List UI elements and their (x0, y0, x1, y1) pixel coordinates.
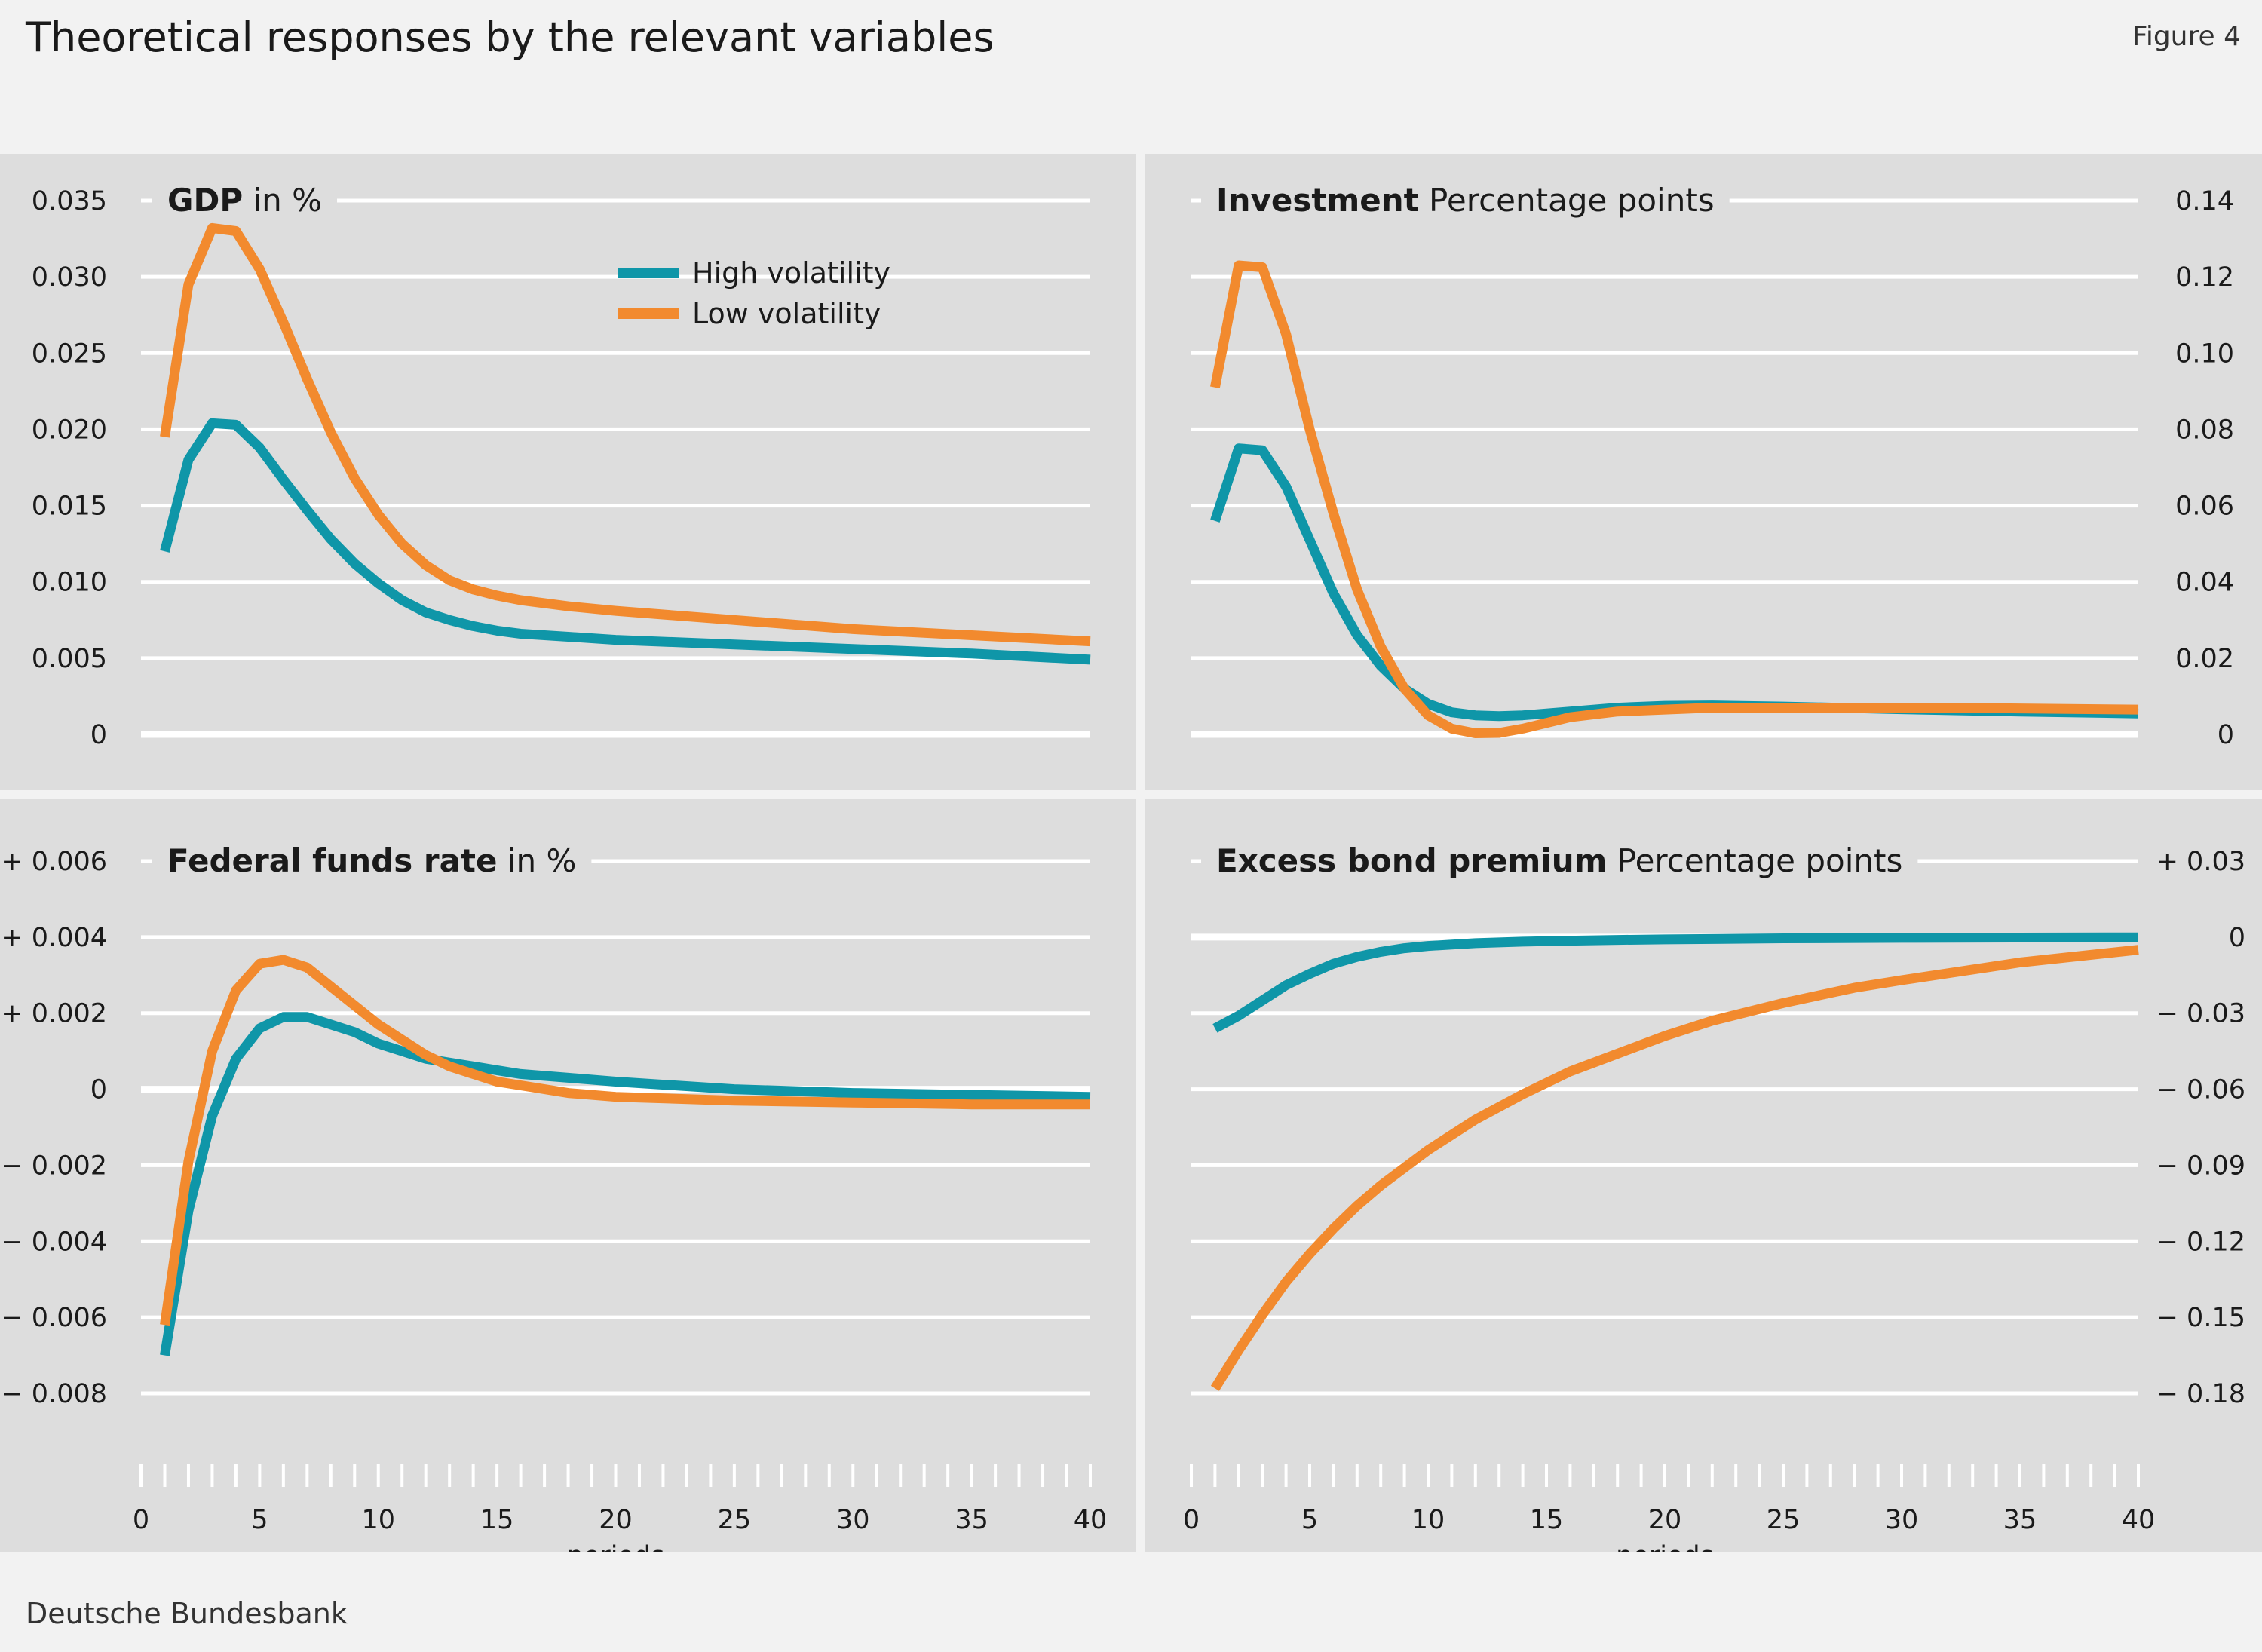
chart-title-name: GDP (167, 182, 243, 219)
x-tick-label: 10 (1411, 1505, 1445, 1535)
chart-title-name: Excess bond premium (1216, 842, 1607, 879)
x-tick-label: 30 (1885, 1505, 1919, 1535)
series-line-low-volatility (160, 955, 1090, 1326)
y-tick-label: − 0.15 (2156, 1303, 2245, 1333)
y-tick-label: 0.030 (32, 262, 107, 293)
figure-label: Figure 4 (2132, 21, 2241, 52)
y-tick-label: 0.035 (32, 186, 107, 216)
excess-bond-premium-chart: − 0.18 − 0.15 − 0.12 − 0.09 − 0.06 − 0.03 0 + 0… (1183, 841, 2245, 1552)
chart-title: Investment Percentage points (1216, 182, 1715, 219)
title-mask (1201, 841, 1918, 884)
y-tick-label: − 0.008 (1, 1379, 107, 1409)
y-tick-label: 0.06 (2175, 492, 2234, 522)
gdp-chart-panel: 0 0.005 0.010 0.015 0.020 0.025 0.030 0.035 GDP … (0, 154, 1136, 790)
x-tick-label: 35 (955, 1505, 988, 1535)
y-tick-label: − 0.18 (2156, 1379, 2245, 1409)
y-tick-label: − 0.002 (1, 1151, 107, 1181)
y-tick-label: − 0.09 (2156, 1151, 2245, 1181)
chart-title-unit: Percentage points (1607, 842, 1902, 879)
federal-funds-rate-chart: − 0.008 − 0.006 − 0.004 − 0.002 0 + 0.002 + 0.… (1, 841, 1108, 1552)
y-tick-label: 0.12 (2175, 262, 2234, 293)
y-tick-label: 0.025 (32, 339, 107, 369)
x-tick-label: 20 (599, 1505, 633, 1535)
y-tick-label: 0.010 (32, 568, 107, 598)
gdp-chart: 0 0.005 0.010 0.015 0.020 0.025 0.030 0.035 GDP … (32, 181, 1091, 750)
y-tick-label: 0 (2218, 720, 2234, 750)
x-tick-label: 35 (2003, 1505, 2037, 1535)
x-tick-label: 15 (1530, 1505, 1564, 1535)
x-tick-label: 10 (361, 1505, 395, 1535)
x-axis-label: periods (567, 1541, 665, 1552)
x-tick-label: 5 (251, 1505, 268, 1535)
chart-title: GDP in % (167, 182, 322, 219)
y-tick-label: + 0.002 (1, 999, 107, 1029)
legend-label: Low volatility (692, 297, 881, 330)
legend-label: High volatility (692, 256, 890, 290)
x-tick-label: 20 (1648, 1505, 1682, 1535)
series-line-high-volatility (160, 418, 1091, 665)
x-tick-label: 25 (1767, 1505, 1801, 1535)
y-tick-label: − 0.06 (2156, 1075, 2245, 1105)
series-line-low-volatility (1210, 260, 2139, 738)
y-tick-label: − 0.004 (1, 1227, 107, 1257)
y-tick-label: 0.02 (2175, 644, 2234, 674)
y-tick-label: 0.04 (2175, 568, 2234, 598)
x-tick-label: 0 (1183, 1505, 1200, 1535)
y-tick-label: + 0.03 (2156, 847, 2245, 877)
x-tick-label: 15 (480, 1505, 514, 1535)
x-tick-label: 30 (836, 1505, 870, 1535)
chart-title-unit: Percentage points (1419, 182, 1715, 219)
chart-title-name: Investment (1216, 182, 1419, 219)
x-tick-label: 40 (2122, 1505, 2156, 1535)
chart-title: Excess bond premium Percentage points (1216, 842, 1902, 879)
chart-title-unit: in % (243, 182, 322, 219)
y-tick-label: − 0.03 (2156, 999, 2245, 1029)
series-line-high-volatility (1212, 932, 2139, 1033)
investment-chart-panel: 0 0.02 0.04 0.06 0.08 0.10 0.12 0.14 Investment … (1145, 154, 2262, 790)
chart-title: Federal funds rate in % (167, 842, 576, 879)
excess-bond-premium-chart-panel: − 0.18 − 0.15 − 0.12 − 0.09 − 0.06 − 0.03 0 + 0… (1145, 799, 2262, 1552)
series-line-high-volatility (160, 1012, 1091, 1356)
investment-chart: 0 0.02 0.04 0.06 0.08 0.10 0.12 0.14 Investment … (1191, 181, 2234, 750)
y-tick-label: + 0.004 (1, 923, 107, 953)
y-tick-label: + 0.006 (1, 847, 107, 877)
y-tick-label: 0 (90, 1075, 107, 1105)
x-tick-label: 0 (133, 1505, 149, 1535)
y-tick-label: 0.10 (2175, 339, 2234, 369)
y-tick-label: 0.015 (32, 492, 107, 522)
x-tick-label: 25 (718, 1505, 752, 1535)
y-tick-label: 0.08 (2175, 415, 2234, 445)
source-note: Deutsche Bundesbank (26, 1597, 348, 1630)
title-mask (1201, 181, 1730, 223)
y-tick-label: 0.14 (2175, 186, 2234, 216)
x-axis-label: periods (1616, 1541, 1714, 1552)
series-line-low-volatility (160, 222, 1091, 647)
chart-title-unit: in % (497, 842, 576, 879)
y-tick-label: 0.020 (32, 415, 107, 445)
y-tick-label: 0 (2229, 923, 2245, 953)
chart-title-name: Federal funds rate (167, 842, 497, 879)
y-tick-label: 0 (90, 720, 107, 750)
x-tick-label: 40 (1074, 1505, 1108, 1535)
series-line-low-volatility (1210, 945, 2139, 1391)
y-tick-label: − 0.006 (1, 1303, 107, 1333)
y-tick-label: 0.005 (32, 644, 107, 674)
page-title: Theoretical responses by the relevant va… (26, 14, 995, 61)
title-mask (152, 181, 338, 223)
federal-funds-rate-chart-panel: − 0.008 − 0.006 − 0.004 − 0.002 0 + 0.002 + 0.… (0, 799, 1136, 1552)
title-mask (152, 841, 592, 884)
x-tick-label: 5 (1301, 1505, 1318, 1535)
y-tick-label: − 0.12 (2156, 1227, 2245, 1257)
